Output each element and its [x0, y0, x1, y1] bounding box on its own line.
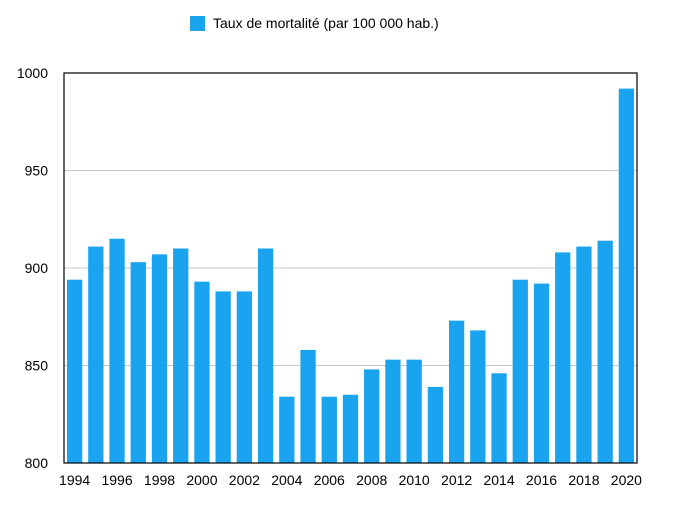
bar-2004: [279, 396, 295, 463]
bar-1998: [151, 254, 168, 463]
bar-2015: [512, 279, 528, 463]
x-axis-ticks: 1994 1996 1998 2000 2002 2004 2006 2008 2010 2012…: [59, 472, 642, 488]
bar-2011: [427, 386, 444, 463]
x-tick-label: 2020: [611, 472, 642, 488]
y-axis-ticks: 800 850 900 950 1000: [17, 65, 48, 471]
bar-1999: [173, 248, 189, 463]
y-tick-label: 1000: [17, 65, 48, 81]
y-tick-label: 850: [25, 358, 49, 374]
bar-1995: [88, 246, 104, 463]
bar-2020: [618, 88, 635, 463]
bar-1997: [130, 262, 146, 463]
bars: [66, 88, 635, 463]
bar-2000: [194, 281, 210, 463]
plot-frame: [63, 72, 638, 464]
bar-2009: [385, 359, 401, 463]
legend: Taux de mortalité (par 100 000 hab.): [190, 15, 439, 31]
x-tick-label: 1994: [59, 472, 90, 488]
legend-swatch: [190, 16, 205, 31]
bar-2007: [342, 394, 359, 463]
x-tick-label: 2016: [526, 472, 557, 488]
y-tick-label: 800: [25, 455, 49, 471]
x-tick-label: 2010: [399, 472, 430, 488]
x-tick-label: 2002: [229, 472, 260, 488]
bar-2005: [300, 349, 316, 463]
legend-label: Taux de mortalité (par 100 000 hab.): [213, 15, 439, 31]
y-tick-label: 900: [25, 260, 49, 276]
bar-2018: [576, 246, 592, 463]
bar-2002: [236, 291, 253, 463]
x-tick-label: 2000: [186, 472, 217, 488]
x-tick-label: 2008: [356, 472, 387, 488]
bar-2010: [406, 359, 422, 463]
bar-2012: [448, 320, 465, 463]
bar-1994: [66, 279, 83, 463]
x-tick-label: 2004: [271, 472, 302, 488]
x-tick-label: 2014: [483, 472, 514, 488]
bar-2017: [555, 252, 571, 463]
bar-2008: [364, 369, 380, 463]
bar-2006: [321, 396, 337, 463]
x-tick-label: 2018: [568, 472, 599, 488]
bar-2003: [257, 248, 274, 463]
bar-1996: [109, 238, 125, 463]
x-tick-label: 2012: [441, 472, 472, 488]
gridlines: [64, 170, 637, 366]
x-tick-label: 2006: [314, 472, 345, 488]
bar-2019: [597, 240, 613, 463]
x-tick-label: 1998: [144, 472, 175, 488]
bar-2016: [533, 283, 550, 463]
bar-2001: [215, 291, 231, 463]
x-tick-label: 1996: [101, 472, 132, 488]
bar-2013: [470, 330, 486, 463]
y-tick-label: 950: [25, 163, 49, 179]
bar-2014: [491, 373, 507, 463]
